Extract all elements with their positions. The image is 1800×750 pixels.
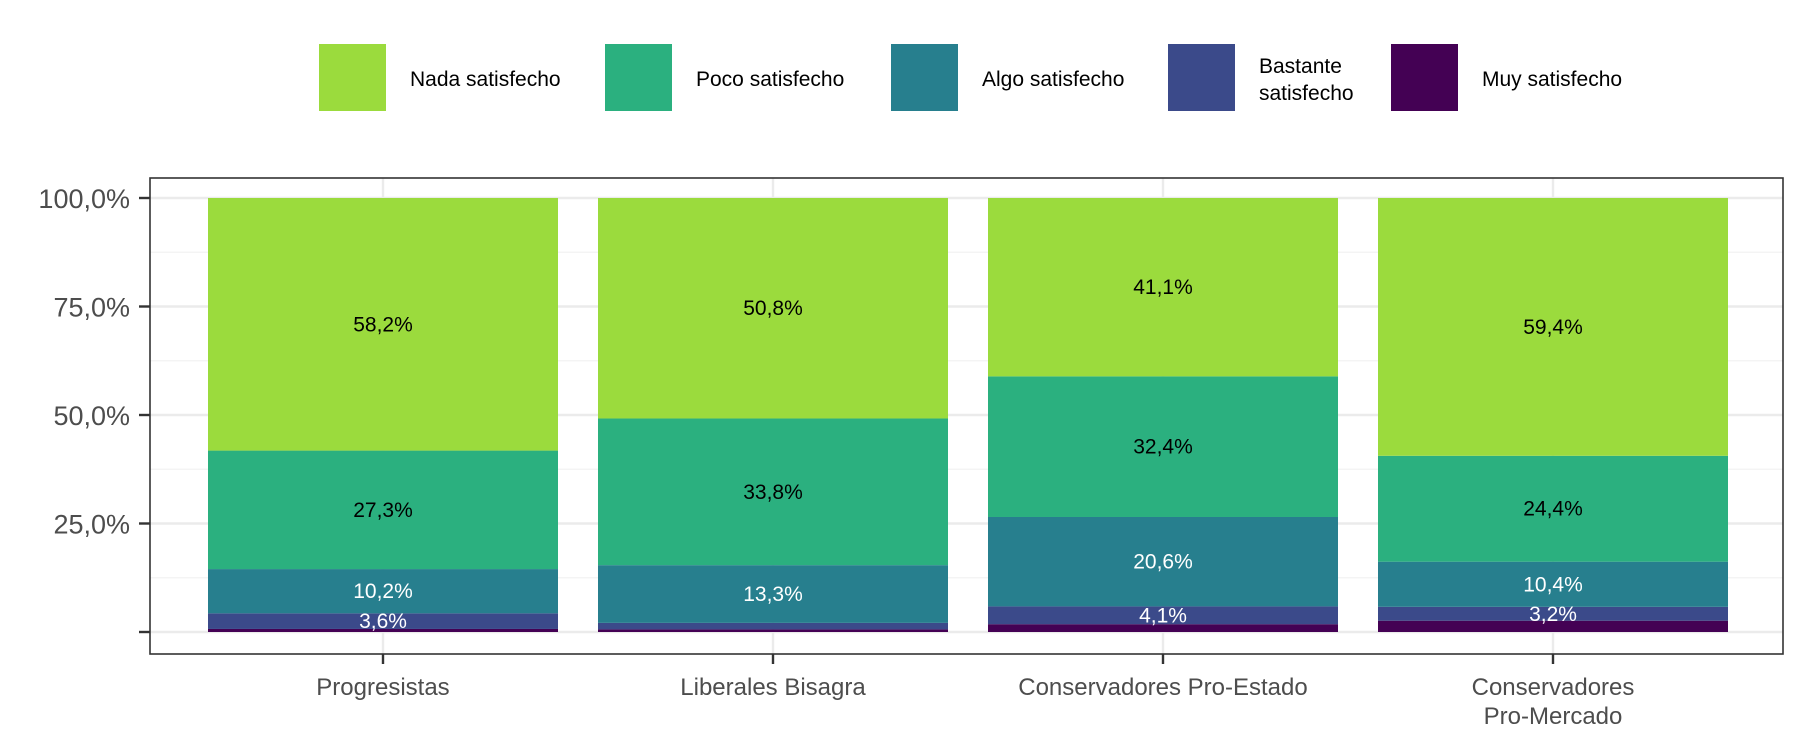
legend-item-muy-satisfecho: Muy satisfecho [1391, 44, 1622, 111]
bar-segment-bastante-satisfecho-progresistas [208, 613, 558, 629]
bar-segment-poco-satisfecho-progresistas [208, 450, 558, 570]
data-label: 10,2% [353, 580, 413, 603]
legend-swatch [891, 44, 958, 111]
bar-segment-nada-satisfecho-conservadores-pro-mercado [1378, 198, 1728, 456]
bar-segment-nada-satisfecho-liberales-bisagra [598, 198, 948, 419]
bar-segment-poco-satisfecho-liberales-bisagra [598, 418, 948, 566]
x-tick-label: Progresistas [316, 674, 449, 701]
data-label: 58,2% [353, 313, 413, 336]
x-tick-label: Liberales Bisagra [680, 674, 866, 701]
bar-segment-muy-satisfecho-conservadores-pro-estado [988, 624, 1338, 632]
data-labels: 3,6% 10,2% 27,3% 58,2% 13,3% 33,8% 50,8% 4,1% 20… [353, 276, 1583, 633]
legend-swatch [605, 44, 672, 111]
data-label: 24,4% [1523, 498, 1583, 521]
bar-segment-poco-satisfecho-conservadores-pro-mercado [1378, 455, 1728, 562]
bar-segment-muy-satisfecho-conservadores-pro-mercado [1378, 620, 1728, 632]
data-label: 59,4% [1523, 316, 1583, 339]
data-label: 13,3% [743, 583, 803, 606]
bar-segment-poco-satisfecho-conservadores-pro-estado [988, 376, 1338, 517]
legend-swatch [319, 44, 386, 111]
bar-segment-algo-satisfecho-progresistas [208, 569, 558, 614]
data-label: 4,1% [1139, 604, 1187, 627]
bar-segment-nada-satisfecho-progresistas [208, 198, 558, 451]
data-label: 10,4% [1523, 573, 1583, 596]
bar-segment-bastante-satisfecho-liberales-bisagra [598, 622, 948, 630]
legend-label: Nada satisfecho [410, 68, 561, 91]
bar-segment-bastante-satisfecho-conservadores-pro-mercado [1378, 606, 1728, 621]
legend-swatch [1168, 44, 1235, 111]
bar-segment-nada-satisfecho-conservadores-pro-estado [988, 198, 1338, 377]
x-axis: Progresistas Liberales Bisagra Conservador… [316, 654, 1634, 730]
y-axis: 25,0% 50,0% 75,0% 100,0% [38, 184, 150, 634]
legend-label: Bastante satisfecho [1259, 55, 1354, 105]
data-label: 50,8% [743, 297, 803, 320]
legend-item-nada-satisfecho: Nada satisfecho [319, 44, 561, 111]
data-label: 20,6% [1133, 551, 1193, 574]
data-label: 41,1% [1133, 276, 1193, 299]
y-tick-label: 75,0% [53, 293, 130, 323]
bar-segment-muy-satisfecho-liberales-bisagra [598, 629, 948, 632]
bar-segment-algo-satisfecho-conservadores-pro-mercado [1378, 561, 1728, 607]
y-tick-label: 50,0% [53, 401, 130, 431]
legend-item-bastante-satisfecho: Bastante satisfecho [1168, 44, 1354, 111]
legend-label: Poco satisfecho [696, 68, 844, 91]
legend-label: Muy satisfecho [1482, 68, 1622, 91]
legend: Nada satisfecho Poco satisfecho Algo satis… [319, 44, 1622, 111]
bar-segment-algo-satisfecho-liberales-bisagra [598, 565, 948, 623]
legend-item-algo-satisfecho: Algo satisfecho [891, 44, 1124, 111]
legend-swatch [1391, 44, 1458, 111]
bar-segment-bastante-satisfecho-conservadores-pro-estado [988, 606, 1338, 625]
data-label: 3,2% [1529, 603, 1577, 626]
data-label: 3,6% [359, 610, 407, 633]
bar-segment-algo-satisfecho-conservadores-pro-estado [988, 516, 1338, 607]
data-label: 27,3% [353, 499, 413, 522]
bar-segment-muy-satisfecho-progresistas [208, 628, 558, 632]
bars [208, 198, 1728, 632]
data-label: 33,8% [743, 481, 803, 504]
y-tick-label: 100,0% [38, 184, 130, 214]
data-label: 32,4% [1133, 436, 1193, 459]
y-tick-label: 25,0% [53, 510, 130, 540]
legend-label: Algo satisfecho [982, 68, 1124, 91]
x-tick-label: Conservadores Pro-Estado [1018, 674, 1307, 701]
legend-item-poco-satisfecho: Poco satisfecho [605, 44, 844, 111]
x-tick-label: Conservadores Pro-Mercado [1472, 674, 1635, 730]
